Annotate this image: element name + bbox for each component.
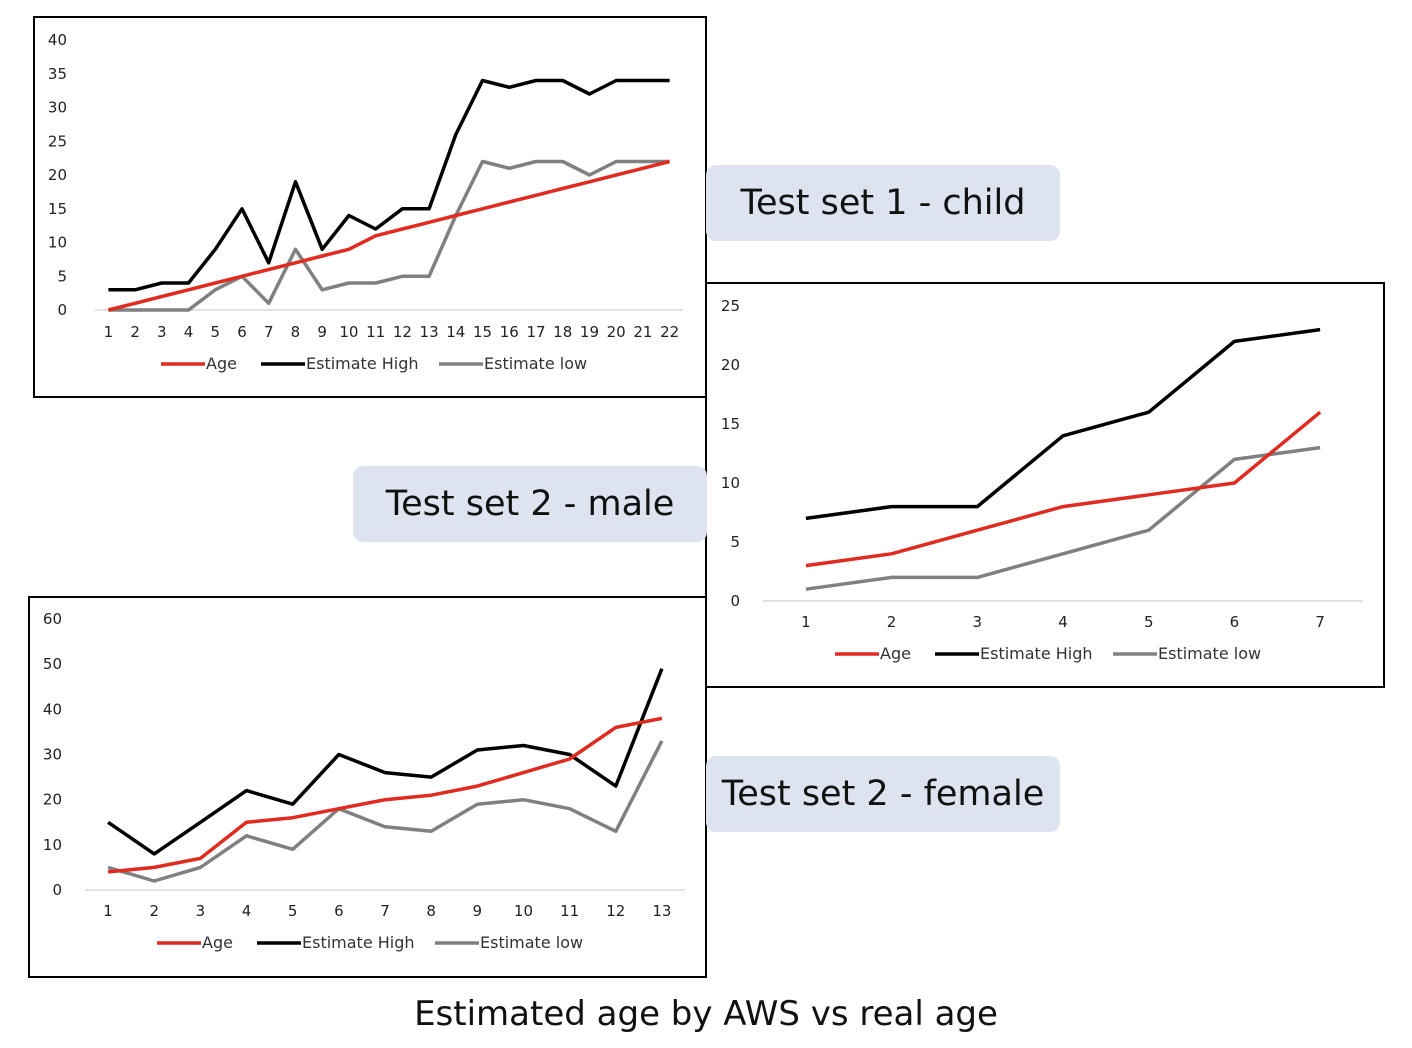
x-tick-label: 3 (157, 323, 167, 341)
series-line-estimate-low (805, 445, 1321, 591)
x-tick-label: 8 (291, 323, 301, 341)
y-tick-label: 10 (721, 474, 740, 492)
x-tick-label: 11 (366, 323, 385, 341)
y-tick-label: 40 (43, 700, 62, 718)
x-tick-label: 4 (242, 902, 252, 920)
x-tick-label: 3 (973, 613, 983, 631)
x-tick-label: 12 (606, 902, 625, 920)
y-tick-label: 60 (43, 610, 62, 628)
x-tick-label: 3 (196, 902, 206, 920)
x-tick-label: 5 (1144, 613, 1154, 631)
y-tick-label: 5 (730, 533, 740, 551)
label-test-set-2-female: Test set 2 - female (706, 756, 1060, 832)
legend-label: Estimate low (1158, 644, 1261, 663)
series-line-estimate-low (107, 740, 664, 883)
label-test-set-1-child: Test set 1 - child (706, 165, 1060, 241)
y-tick-label: 0 (57, 301, 67, 319)
x-tick-label: 18 (553, 323, 572, 341)
chart-male-panel: 0 5 10 15 20 25 1 2 3 4 5 6 7 Age Estimate High Estimat… (705, 282, 1385, 688)
x-tick-label: 20 (607, 323, 626, 341)
y-tick-label: 10 (48, 234, 67, 252)
y-tick-label: 10 (43, 836, 62, 854)
chart-male: 0 5 10 15 20 25 1 2 3 4 5 6 7 Age Estimate High Estimat… (721, 297, 1363, 663)
x-tick-label: 4 (1058, 613, 1068, 631)
x-tick-label: 7 (264, 323, 274, 341)
legend-label: Age (880, 644, 911, 663)
x-tick-label: 13 (420, 323, 439, 341)
x-tick-label: 17 (526, 323, 545, 341)
legend-label: Estimate High (306, 354, 419, 373)
y-tick-label: 20 (721, 356, 740, 374)
y-tick-label: 20 (43, 791, 62, 809)
y-tick-label: 15 (721, 415, 740, 433)
figure-caption: Estimated age by AWS vs real age (414, 994, 998, 1034)
x-tick-label: 11 (560, 902, 579, 920)
x-tick-label: 9 (473, 902, 483, 920)
x-tick-label: 22 (660, 323, 679, 341)
series-line-estimate-high (805, 327, 1321, 521)
series-line-age (107, 716, 663, 874)
x-tick-label: 16 (500, 323, 519, 341)
x-tick-label: 4 (184, 323, 194, 341)
x-tick-label: 1 (801, 613, 811, 631)
x-tick-label: 7 (380, 902, 390, 920)
x-tick-label: 1 (104, 323, 114, 341)
x-tick-label: 2 (149, 902, 159, 920)
series-line-age (107, 159, 671, 312)
y-tick-label: 25 (48, 132, 67, 150)
series-line-age (805, 410, 1322, 568)
legend-label: Estimate low (484, 354, 587, 373)
x-tick-label: 9 (317, 323, 327, 341)
x-tick-label: 6 (334, 902, 344, 920)
x-tick-label: 15 (473, 323, 492, 341)
y-tick-label: 25 (721, 297, 740, 315)
x-tick-label: 2 (887, 613, 897, 631)
chart-female-panel: 0 10 20 30 40 50 60 1 2 3 4 5 6 7 8 9 10 11 12 13 Age Estimat… (28, 596, 707, 978)
x-tick-label: 12 (393, 323, 412, 341)
y-tick-label: 30 (43, 746, 62, 764)
x-tick-label: 10 (339, 323, 358, 341)
series-line-estimate-high (107, 668, 664, 856)
x-tick-label: 5 (210, 323, 220, 341)
legend-label: Estimate High (302, 933, 415, 952)
legend-label: Age (206, 354, 237, 373)
x-tick-label: 2 (130, 323, 140, 341)
legend-label: Estimate low (480, 933, 583, 952)
x-tick-label: 1 (103, 902, 113, 920)
x-tick-label: 6 (237, 323, 247, 341)
y-tick-label: 30 (48, 99, 67, 117)
label-test-set-2-male: Test set 2 - male (353, 466, 707, 542)
chart-child-panel: 0 5 10 15 20 25 30 35 40 1 2 3 4 5 6 7 8 9 10 11 12 13 14 15 16 1… (33, 16, 707, 398)
series-line-estimate-low (108, 159, 670, 312)
y-tick-label: 15 (48, 200, 67, 218)
series-line-estimate-high (108, 78, 670, 292)
x-tick-label: 6 (1230, 613, 1240, 631)
y-tick-label: 35 (48, 65, 67, 83)
y-tick-label: 50 (43, 655, 62, 673)
x-tick-label: 8 (426, 902, 436, 920)
x-tick-label: 19 (580, 323, 599, 341)
x-tick-label: 5 (288, 902, 298, 920)
y-tick-label: 20 (48, 166, 67, 184)
x-tick-label: 10 (514, 902, 533, 920)
x-tick-label: 14 (446, 323, 465, 341)
x-tick-label: 13 (652, 902, 671, 920)
x-tick-label: 21 (633, 323, 652, 341)
y-tick-label: 40 (48, 31, 67, 49)
y-tick-label: 0 (730, 592, 740, 610)
y-tick-label: 0 (52, 881, 62, 899)
x-tick-label: 7 (1315, 613, 1325, 631)
y-tick-label: 5 (57, 267, 67, 285)
legend-label: Age (202, 933, 233, 952)
legend-label: Estimate High (980, 644, 1093, 663)
